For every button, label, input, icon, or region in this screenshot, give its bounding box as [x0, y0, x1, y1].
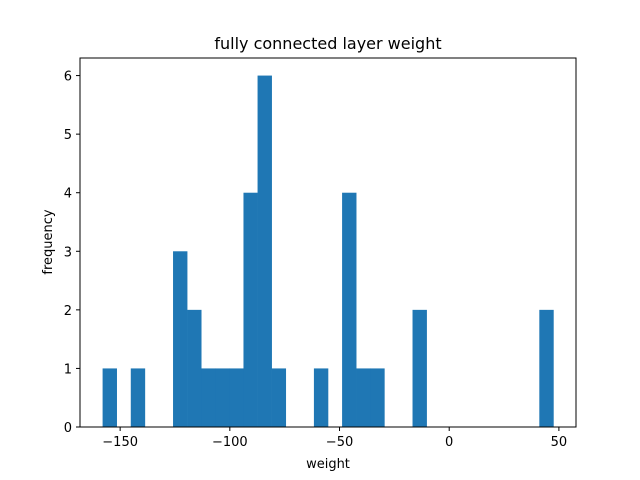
x-tick-label: 0: [445, 435, 453, 450]
y-tick-label: 3: [64, 245, 72, 260]
histogram-bar: [356, 368, 371, 427]
histogram-bar: [243, 192, 258, 427]
histogram-bar: [130, 368, 146, 427]
x-axis-label: weight: [306, 457, 350, 472]
y-tick-label: 5: [64, 128, 72, 143]
histogram-bar: [173, 251, 188, 427]
histogram-bar: [201, 368, 216, 427]
x-tick-label: −100: [212, 435, 248, 450]
y-axis: 0 1 2 3 4 5 6: [64, 70, 80, 436]
histogram-bar: [370, 368, 385, 427]
bars: [102, 75, 554, 428]
y-tick-label: 0: [64, 421, 72, 436]
chart-title: fully connected layer weight: [214, 34, 441, 53]
x-tick-label: 50: [551, 435, 568, 450]
x-axis: −150 −100 −50 0 50: [102, 427, 567, 450]
histogram-bar: [229, 368, 244, 427]
x-tick-label: −50: [326, 435, 353, 450]
histogram-bar: [271, 368, 287, 427]
y-tick-label: 2: [64, 304, 72, 319]
histogram-bar: [187, 309, 202, 427]
histogram-bar: [313, 368, 329, 427]
axes-frame: [79, 57, 577, 428]
histogram-bar: [412, 309, 427, 427]
histogram-bar: [257, 75, 272, 428]
histogram-bar: [102, 368, 117, 427]
y-tick-label: 1: [64, 362, 72, 377]
x-tick-label: −150: [102, 435, 138, 450]
histogram-bar: [215, 368, 230, 427]
histogram-bar: [342, 192, 357, 427]
histogram-bar: [539, 309, 554, 427]
y-tick-label: 6: [64, 70, 72, 85]
y-axis-label: frequency: [41, 209, 56, 275]
y-tick-label: 4: [64, 187, 72, 202]
